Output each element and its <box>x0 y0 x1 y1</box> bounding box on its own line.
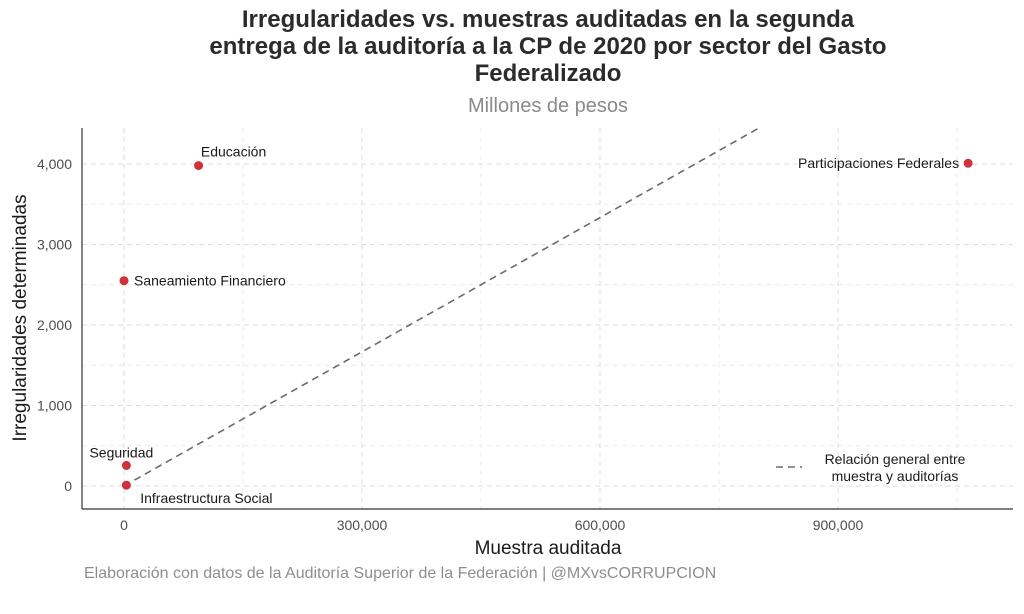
data-point-label: Educación <box>201 144 266 160</box>
data-point <box>121 480 131 490</box>
data-point-label: Seguridad <box>89 444 153 460</box>
data-point-label: Participaciones Federales <box>798 155 959 171</box>
title-line-2: entrega de la auditoría a la CP de 2020 … <box>209 33 887 60</box>
chart-caption: Elaboración con datos de la Auditoría Su… <box>84 565 717 582</box>
chart-title: Irregularidades vs. muestras auditadas e… <box>0 6 1024 87</box>
x-tick-label: 600,000 <box>575 517 626 533</box>
y-tick-label: 4,000 <box>37 156 72 172</box>
data-point <box>963 158 973 168</box>
legend-label: muestra y auditorías <box>832 468 959 484</box>
data-point <box>119 276 129 286</box>
grid-lines <box>82 128 1013 509</box>
data-point-label: Saneamiento Financiero <box>134 273 286 289</box>
y-tick-label: 0 <box>64 478 72 494</box>
chart-subtitle: Millones de pesos <box>467 95 629 117</box>
axes: 0 300,000 600,000 900,000 0 1,000 2,000 3,000 4,… <box>37 128 1013 533</box>
y-tick-label: 3,000 <box>37 237 72 253</box>
data-point-label: Infraestructura Social <box>140 490 272 506</box>
x-tick-label: 300,000 <box>337 517 388 533</box>
data-points: Educación Participaciones Federales Saneam… <box>89 144 973 506</box>
reference-line-group <box>123 127 760 487</box>
data-point <box>121 460 131 470</box>
data-point <box>194 161 204 171</box>
x-tick-label: 900,000 <box>813 517 864 533</box>
title-line-3: Federalizado <box>474 60 622 87</box>
x-tick-label: 0 <box>120 517 128 533</box>
reference-line <box>123 127 760 487</box>
y-axis-label: Irregularidades determinadas <box>10 194 31 441</box>
y-tick-label: 2,000 <box>37 317 72 333</box>
x-axis-label: Muestra auditada <box>475 538 622 559</box>
y-tick-label: 1,000 <box>37 398 72 414</box>
legend-label: Relación general entre <box>825 451 966 467</box>
title-line-1: Irregularidades vs. muestras auditadas e… <box>241 6 855 33</box>
